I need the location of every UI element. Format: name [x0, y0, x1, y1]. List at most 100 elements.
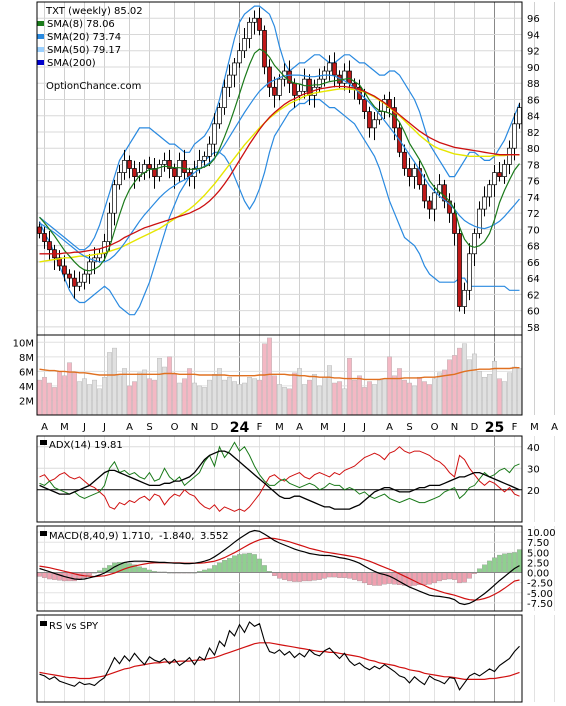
volume-bar	[142, 369, 147, 416]
x-axis-label: S	[406, 422, 412, 433]
price-tick-label: 94	[527, 30, 540, 41]
volume-bar	[417, 376, 422, 416]
price-tick-label: 88	[527, 79, 540, 90]
volume-bar	[262, 343, 267, 416]
legend-entry: SMA(50) 79.17	[47, 45, 121, 56]
candle-body	[307, 78, 312, 96]
volume-bar	[452, 355, 457, 416]
macd-histogram-bar	[282, 572, 287, 580]
price-tick-label: 60	[527, 307, 540, 318]
macd-tick-label: 0.00	[527, 569, 549, 580]
price-tick-label: 82	[527, 128, 540, 139]
macd-histogram-bar	[227, 558, 232, 573]
candle-body	[477, 208, 482, 234]
volume-bar	[252, 378, 257, 416]
candle-body	[117, 172, 122, 186]
candle-body	[212, 123, 217, 145]
price-tick-label: 78	[527, 160, 540, 171]
candle-body	[422, 184, 427, 202]
adx-tick-label: 20	[527, 486, 540, 497]
candle-body	[407, 168, 412, 177]
candle-body	[237, 50, 242, 64]
volume-bar	[517, 368, 522, 416]
macd-histogram-bar	[337, 572, 342, 578]
macd-histogram-bar	[352, 572, 357, 580]
candle-body	[172, 168, 177, 177]
candle-body	[207, 143, 212, 157]
x-axis-label: M	[275, 422, 284, 433]
volume-bar	[277, 384, 282, 416]
candle-body	[372, 119, 377, 129]
macd-histogram-bar	[222, 560, 227, 573]
macd-histogram-bar	[492, 557, 497, 573]
volume-bar	[72, 372, 77, 416]
candle-body	[67, 273, 72, 279]
price-tick-label: 86	[527, 95, 540, 106]
candle-body	[517, 107, 522, 125]
candle-body	[227, 74, 232, 88]
rs-frame	[36, 614, 523, 703]
x-axis-label: O	[171, 422, 179, 433]
macd-histogram-bar	[232, 555, 237, 573]
macd-histogram-bar	[237, 554, 242, 573]
price-tick-label: 68	[527, 242, 540, 253]
minus-di-line	[39, 446, 520, 513]
price-tick-label: 76	[527, 177, 540, 188]
x-axis-label: F	[512, 422, 518, 433]
candle-body	[62, 265, 67, 275]
candle-body	[347, 70, 352, 84]
volume-bar	[312, 374, 317, 416]
candle-body	[72, 277, 77, 287]
volume-bar	[47, 382, 52, 416]
volume-tick-label: 4M	[19, 382, 34, 393]
volume-average-line	[39, 367, 520, 381]
volume-bar	[362, 387, 367, 416]
candle-body	[37, 226, 42, 234]
volume-bar	[462, 343, 467, 416]
volume-bar	[387, 356, 392, 416]
candle-body	[492, 172, 497, 186]
candle-body	[457, 233, 462, 307]
candle-body	[182, 160, 187, 173]
price-tick-label: 84	[527, 112, 540, 123]
macd-signal-line	[39, 537, 520, 601]
volume-bar	[197, 385, 202, 416]
candle-body	[57, 257, 62, 267]
volume-bar	[137, 372, 142, 416]
volume-bar	[242, 382, 247, 416]
volume-bar	[512, 366, 517, 416]
x-axis-label: A	[551, 422, 558, 433]
sma8-line	[39, 48, 520, 272]
candle-body	[157, 164, 162, 177]
x-axis-label: J	[362, 422, 366, 433]
legend-entry: SMA(8) 78.06	[47, 19, 115, 30]
candle-body	[47, 241, 52, 251]
candle-body	[82, 273, 87, 283]
candle-body	[467, 253, 472, 291]
x-axis-label: M	[320, 422, 329, 433]
volume-bar	[352, 379, 357, 416]
macd-histogram-bar	[427, 572, 432, 585]
candle-body	[112, 184, 117, 214]
macd-histogram-bar	[457, 572, 462, 584]
candle-body	[107, 212, 112, 242]
chart-title: TXT (weekly) 85.02	[45, 6, 143, 17]
candle-body	[487, 184, 492, 198]
volume-bar	[477, 371, 482, 416]
macd-histogram-bar	[482, 564, 487, 573]
price-tick-label: 92	[527, 47, 540, 58]
macd-histogram-bar	[77, 572, 82, 580]
macd-histogram-bar	[497, 554, 502, 573]
macd-histogram-bar	[257, 558, 262, 573]
volume-bar	[192, 382, 197, 416]
macd-histogram-bar	[287, 572, 292, 582]
volume-bar	[102, 376, 107, 416]
candle-body	[452, 212, 457, 234]
candle-body	[272, 86, 277, 96]
x-axis-label: O	[431, 422, 439, 433]
volume-bar	[302, 384, 307, 416]
volume-bar	[322, 376, 327, 416]
candle-body	[262, 30, 267, 68]
candle-body	[222, 86, 227, 108]
candle-body	[327, 62, 332, 72]
